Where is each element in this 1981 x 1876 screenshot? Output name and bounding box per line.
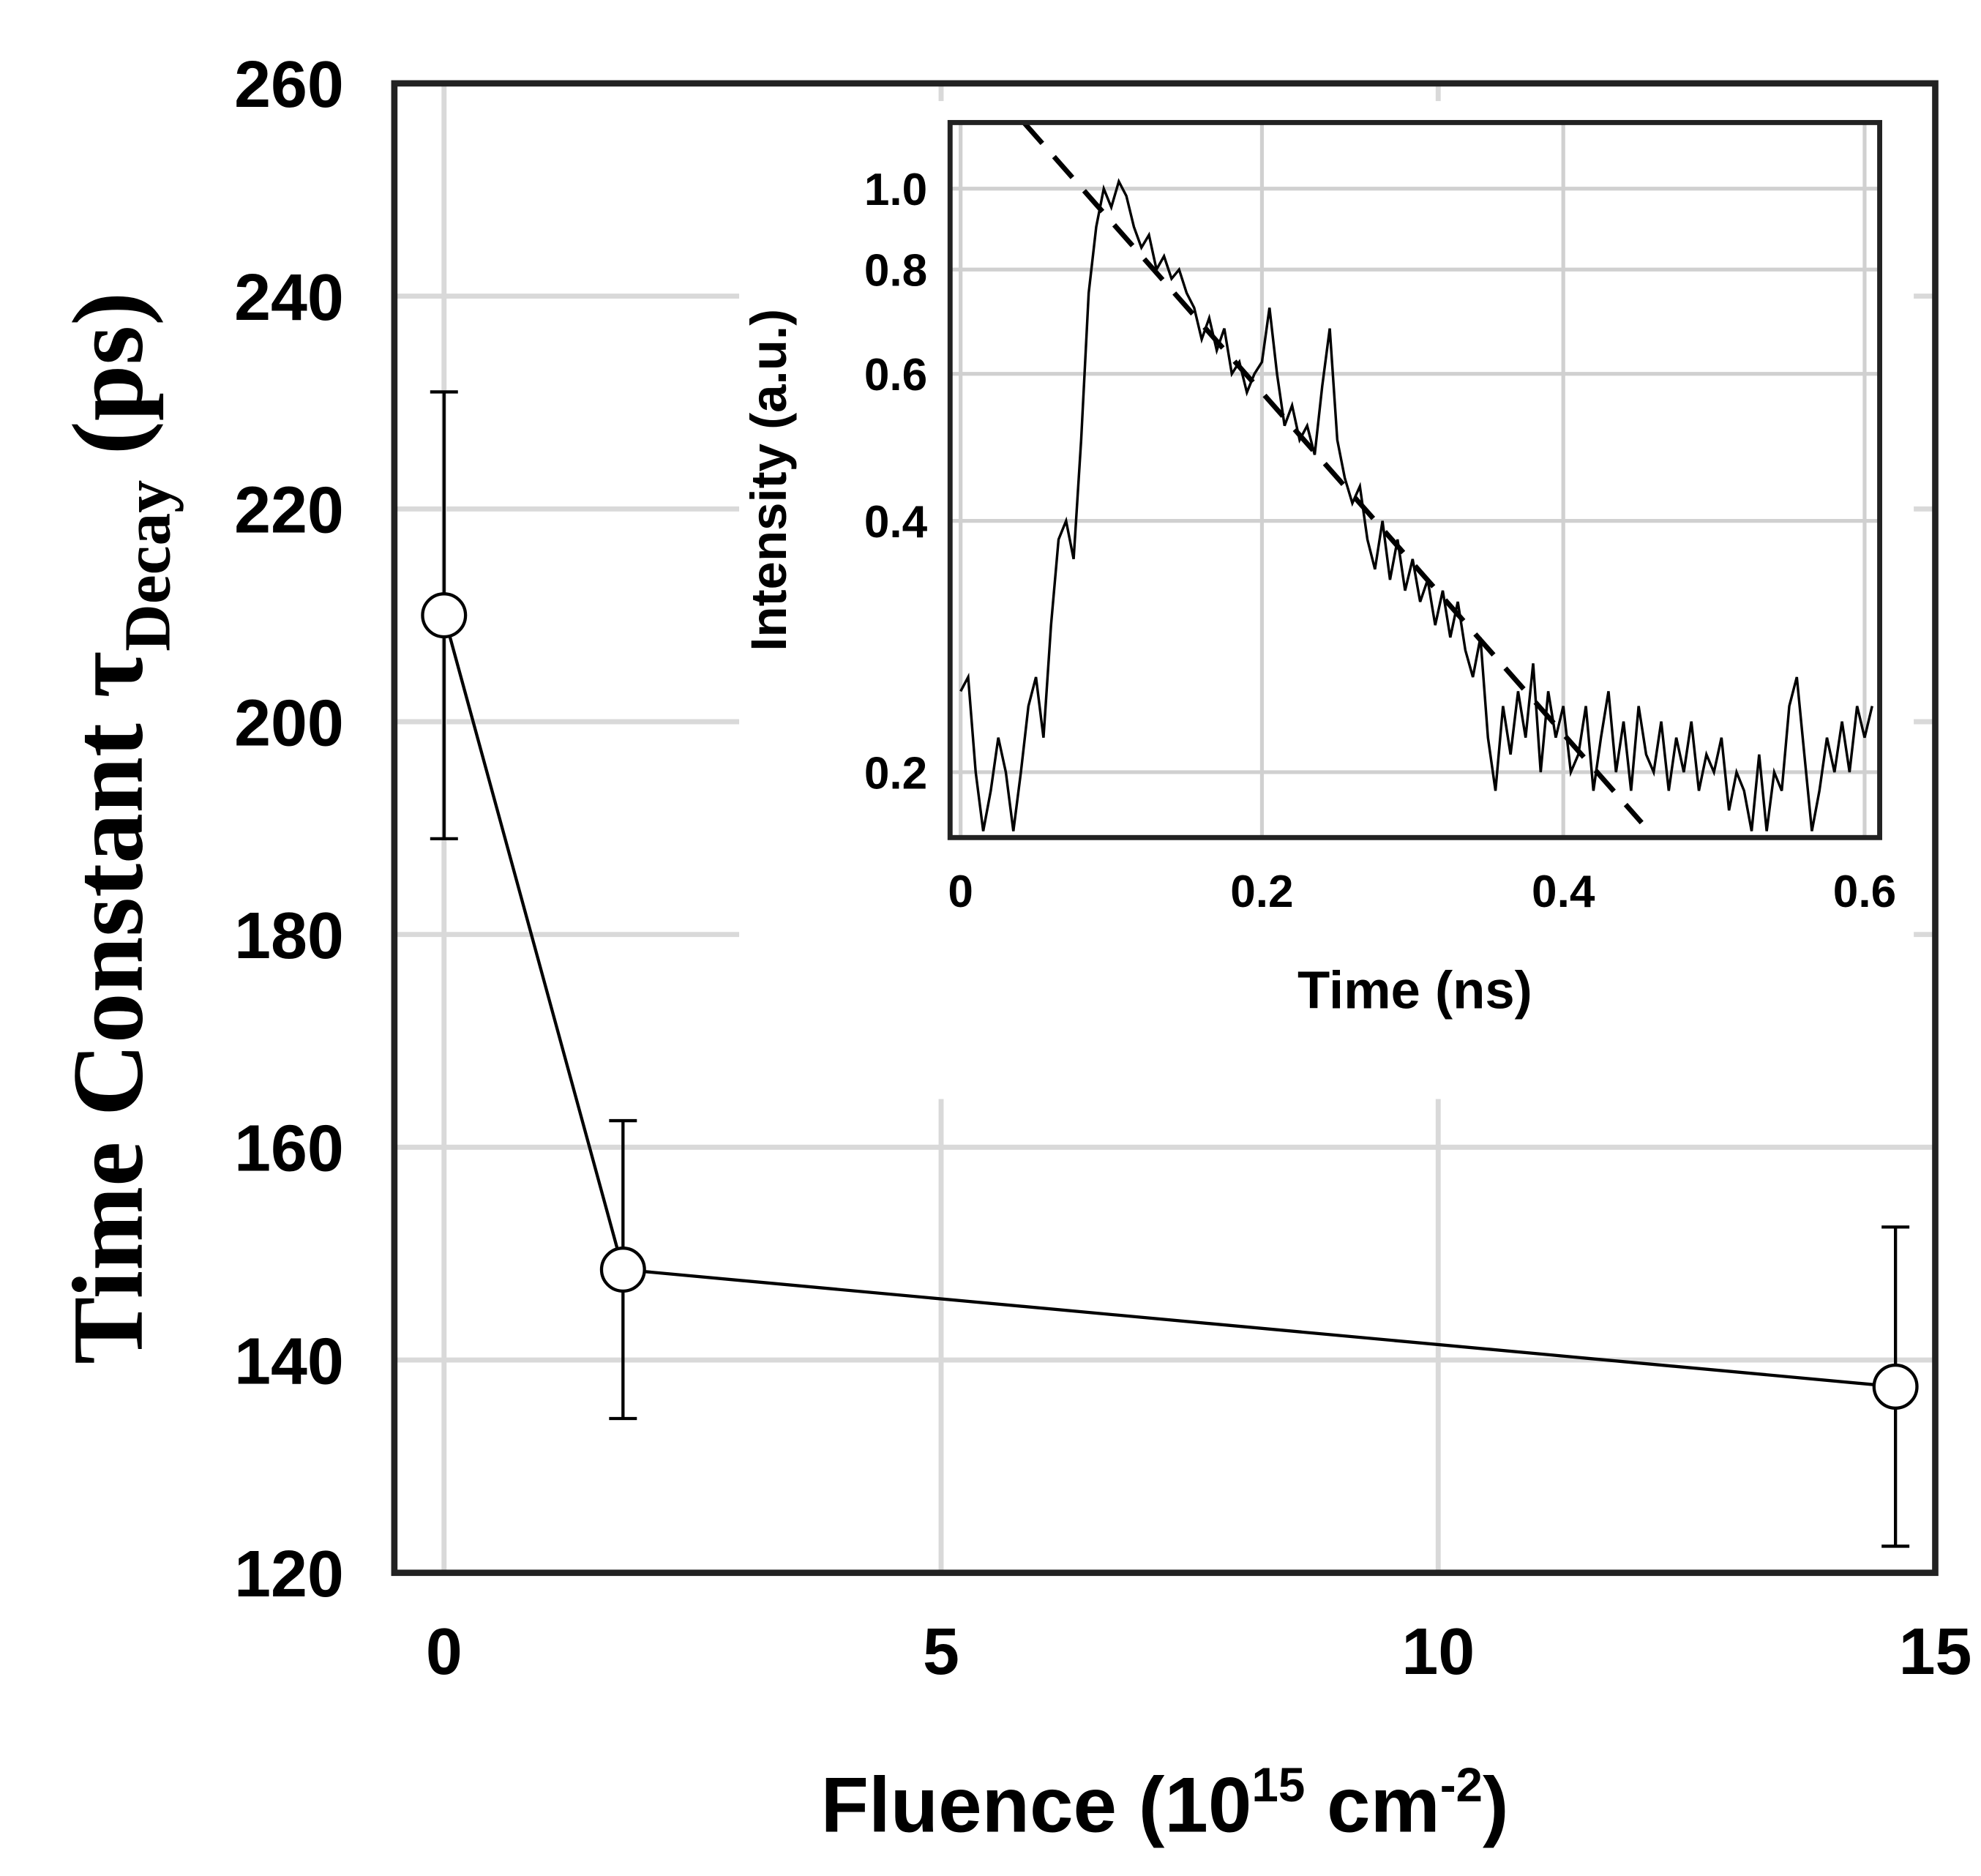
- x-tick-label: 0.4: [1532, 867, 1595, 917]
- x-tick-label: 15: [1899, 1615, 1972, 1689]
- x-axis-label-part: cm: [1305, 1761, 1439, 1849]
- y-tick-label: 0.4: [864, 497, 928, 548]
- marker: [1872, 1363, 1919, 1410]
- y-tick-label: 0.6: [864, 350, 927, 400]
- inset-plot: 0 0.2 0.4 0.6 0.2 0.4 0.6 0.8 1.0 Time (ns) Intens…: [739, 101, 1914, 1099]
- inset-background: [739, 101, 1914, 1099]
- x-axis-label: Time (ns): [1297, 960, 1532, 1020]
- x-axis-label-part: 15: [1251, 1758, 1305, 1812]
- x-axis-label: Fluence (1015 cm-2): [821, 1758, 1509, 1848]
- y-tick-label: 220: [234, 474, 344, 548]
- y-axis-label-part: (ps): [52, 292, 164, 480]
- data-line: [959, 178, 1873, 832]
- main-plot: 0 5 10 15 120 140 160 180 200 220 240 260 Fluence (1…: [52, 48, 1972, 1848]
- marker: [599, 1247, 646, 1293]
- x-axis-label-part: ): [1483, 1761, 1509, 1849]
- y-axis-label-part: Decay: [112, 480, 184, 651]
- inset-data: [959, 122, 1873, 832]
- y-tick-label: 260: [234, 48, 344, 122]
- x-axis-label-part: -2: [1440, 1758, 1483, 1812]
- y-tick-label: 140: [234, 1325, 344, 1398]
- y-tick-label: 1.0: [864, 165, 927, 215]
- y-axis-label: Time Constant τDecay (ps): [52, 292, 184, 1364]
- plot-frame: [391, 80, 1939, 1577]
- x-tick-label: 0: [948, 867, 973, 917]
- y-axis-label-part: Time Constant τ: [52, 651, 164, 1364]
- x-tick-label: 5: [923, 1615, 959, 1689]
- y-tick-label: 0.2: [864, 748, 927, 799]
- x-axis-label-part: Fluence (10: [821, 1761, 1252, 1849]
- plot-frame: [947, 119, 1883, 840]
- y-tick-label: 0.8: [864, 246, 927, 296]
- x-tick-label: 0.2: [1230, 867, 1293, 917]
- marker: [421, 592, 468, 639]
- y-tick-label: 240: [234, 261, 344, 335]
- y-tick-label: 200: [234, 687, 344, 760]
- y-tick-label: 160: [234, 1113, 344, 1186]
- data-line: [1022, 122, 1644, 825]
- x-tick-label: 0: [426, 1615, 463, 1689]
- y-tick-label: 180: [234, 900, 344, 973]
- x-tick-label: 10: [1401, 1615, 1475, 1689]
- y-tick-label: 120: [234, 1538, 344, 1611]
- x-tick-label: 0.6: [1833, 867, 1896, 917]
- y-axis-label: Intensity (a.u.): [741, 309, 797, 651]
